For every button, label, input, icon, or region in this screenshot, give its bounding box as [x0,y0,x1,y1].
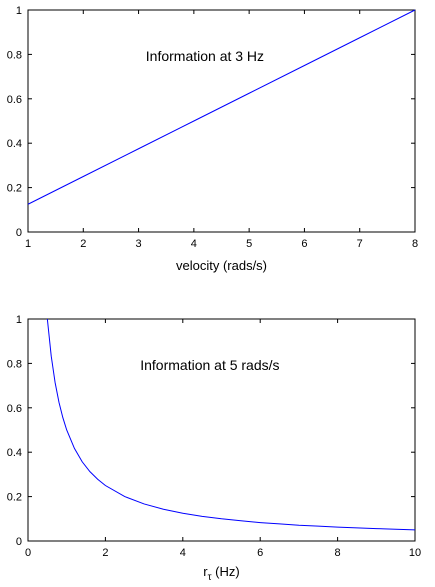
rate-chart: 0 2 4 6 8 10 0 0.2 0.4 0.6 0.8 1 Information at 5 r… [7,314,421,583]
rate-xtick-label: 0 [25,547,31,559]
velocity-ytick-label: 0.2 [7,183,22,195]
rate-xtick-label: 2 [102,547,108,559]
velocity-xtick-label: 6 [301,238,307,250]
rate-ytick-label: 0.6 [7,403,22,415]
velocity-xtick-label: 4 [191,238,197,250]
velocity-xtick-label: 5 [246,238,252,250]
velocity-ytick-label: 0.8 [7,49,22,61]
rate-chart-axes [27,318,416,542]
rate-xlabel-suffix: (Hz) [212,564,240,579]
velocity-ytick-label: 0.4 [7,138,22,150]
velocity-chart: 1 2 3 4 5 6 7 8 0 0.2 0.4 0.6 0.8 1 Information at 3 … [7,5,418,273]
rate-xtick-label: 8 [335,547,341,559]
rate-chart-annotation: Information at 5 rads/s [140,357,279,373]
rate-chart-ticks [27,318,416,542]
rate-ytick-label: 1 [16,314,22,326]
velocity-chart-annotation: Information at 3 Hz [146,48,264,64]
rate-xtick-label: 6 [257,547,263,559]
rate-xtick-label: 10 [409,547,421,559]
rate-xtick-label: 4 [180,547,186,559]
velocity-chart-axes [27,9,416,233]
velocity-xtick-label: 2 [80,238,86,250]
velocity-chart-xlabel: velocity (rads/s) [176,258,267,273]
velocity-series-line [27,9,416,205]
velocity-xtick-label: 3 [136,238,142,250]
velocity-chart-tick-labels: 1 2 3 4 5 6 7 8 0 0.2 0.4 0.6 0.8 1 [7,5,418,250]
rate-ytick-label: 0.2 [7,492,22,504]
rate-series-line [46,318,416,531]
velocity-chart-ticks [27,9,416,233]
velocity-ytick-label: 0.6 [7,94,22,106]
rate-xlabel-subscript: τ [208,572,212,583]
rate-ytick-label: 0.4 [7,447,22,459]
velocity-ytick-label: 1 [16,5,22,17]
rate-ytick-label: 0 [16,536,22,548]
velocity-xtick-label: 8 [412,238,418,250]
rate-ytick-label: 0.8 [7,358,22,370]
rate-chart-tick-labels: 0 2 4 6 8 10 0 0.2 0.4 0.6 0.8 1 [7,314,421,559]
velocity-xtick-label: 7 [357,238,363,250]
velocity-xtick-label: 1 [25,238,31,250]
rate-chart-xlabel: rτ (Hz) [203,564,239,583]
velocity-xlabel-text: velocity (rads/s) [176,258,267,273]
rate-xlabel-main: r [203,564,208,579]
velocity-ytick-label: 0 [16,227,22,239]
